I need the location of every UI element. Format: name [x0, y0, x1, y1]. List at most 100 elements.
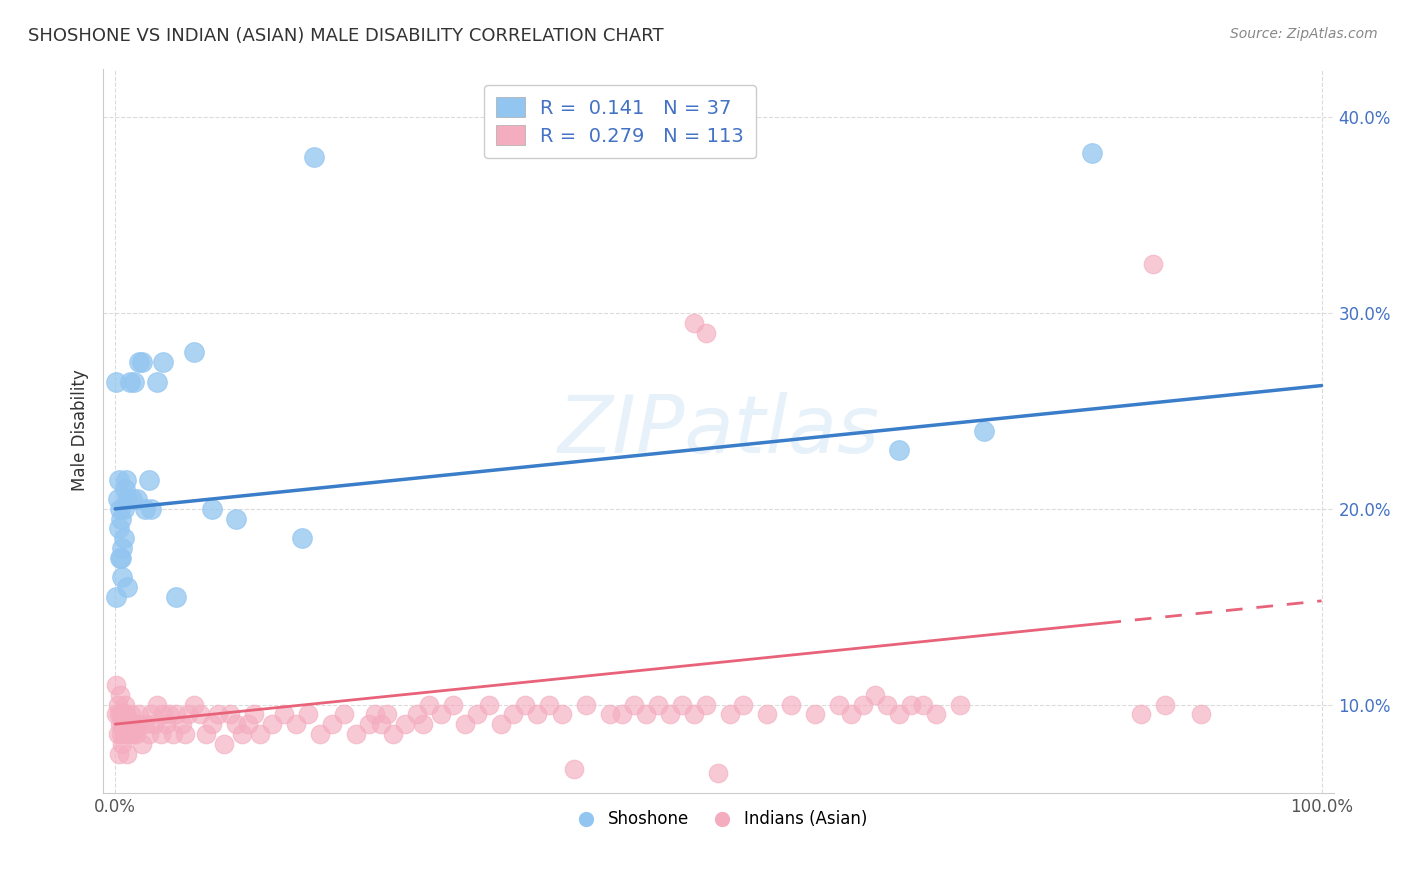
Point — [108, 501, 131, 516]
Point — [695, 326, 717, 340]
Point — [912, 698, 935, 712]
Point — [218, 707, 240, 722]
Point — [131, 737, 153, 751]
Point — [828, 698, 851, 712]
Y-axis label: Male Disability: Male Disability — [72, 369, 89, 491]
Point — [108, 747, 131, 761]
Point — [683, 707, 706, 722]
Point — [1081, 145, 1104, 160]
Point — [155, 717, 177, 731]
Point — [110, 707, 132, 722]
Point — [779, 698, 801, 712]
Point — [381, 727, 404, 741]
Point — [108, 550, 131, 565]
Point — [115, 707, 138, 722]
Point — [118, 375, 141, 389]
Point — [225, 717, 247, 731]
Point — [671, 698, 693, 712]
Point — [121, 717, 143, 731]
Point — [562, 762, 585, 776]
Point — [900, 698, 922, 712]
Point — [309, 727, 332, 741]
Point — [152, 355, 174, 369]
Point — [610, 707, 633, 722]
Point — [1189, 707, 1212, 722]
Point — [107, 492, 129, 507]
Point — [124, 375, 146, 389]
Point — [174, 727, 197, 741]
Point — [105, 707, 128, 722]
Point — [114, 717, 136, 731]
Point — [131, 355, 153, 369]
Point — [150, 727, 173, 741]
Point — [249, 727, 271, 741]
Point — [201, 717, 224, 731]
Point — [107, 698, 129, 712]
Point — [125, 727, 148, 741]
Text: SHOSHONE VS INDIAN (ASIAN) MALE DISABILITY CORRELATION CHART: SHOSHONE VS INDIAN (ASIAN) MALE DISABILI… — [28, 27, 664, 45]
Point — [695, 698, 717, 712]
Point — [707, 766, 730, 780]
Point — [117, 492, 139, 507]
Point — [108, 717, 131, 731]
Point — [108, 473, 131, 487]
Point — [502, 707, 524, 722]
Point — [138, 473, 160, 487]
Point — [683, 316, 706, 330]
Point — [183, 698, 205, 712]
Point — [273, 707, 295, 722]
Point — [134, 717, 156, 731]
Point — [599, 707, 621, 722]
Point — [375, 707, 398, 722]
Point — [117, 717, 139, 731]
Point — [634, 707, 657, 722]
Point — [108, 707, 131, 722]
Point — [212, 737, 235, 751]
Point — [720, 707, 742, 722]
Point — [647, 698, 669, 712]
Point — [188, 707, 211, 722]
Point — [575, 698, 598, 712]
Point — [105, 590, 128, 604]
Point — [207, 707, 229, 722]
Point — [550, 707, 572, 722]
Point — [107, 727, 129, 741]
Point — [117, 747, 139, 761]
Point — [973, 424, 995, 438]
Point — [489, 717, 512, 731]
Point — [949, 698, 972, 712]
Point — [236, 717, 259, 731]
Point — [114, 483, 136, 497]
Point — [231, 727, 253, 741]
Point — [225, 511, 247, 525]
Point — [297, 707, 319, 722]
Point — [105, 375, 128, 389]
Point — [138, 727, 160, 741]
Point — [141, 501, 163, 516]
Point — [183, 345, 205, 359]
Point — [1129, 707, 1152, 722]
Point — [141, 707, 163, 722]
Point — [111, 737, 134, 751]
Text: Source: ZipAtlas.com: Source: ZipAtlas.com — [1230, 27, 1378, 41]
Point — [110, 727, 132, 741]
Point — [755, 707, 778, 722]
Point — [194, 727, 217, 741]
Point — [478, 698, 501, 712]
Point — [125, 492, 148, 507]
Point — [333, 707, 356, 722]
Point — [110, 511, 132, 525]
Point — [122, 727, 145, 741]
Point — [731, 698, 754, 712]
Point — [405, 707, 427, 722]
Point — [128, 355, 150, 369]
Point — [285, 717, 308, 731]
Point — [128, 707, 150, 722]
Point — [515, 698, 537, 712]
Point — [112, 707, 135, 722]
Point — [659, 707, 682, 722]
Text: ZIPatlas: ZIPatlas — [557, 392, 879, 469]
Point — [526, 707, 548, 722]
Point — [170, 717, 193, 731]
Point — [117, 580, 139, 594]
